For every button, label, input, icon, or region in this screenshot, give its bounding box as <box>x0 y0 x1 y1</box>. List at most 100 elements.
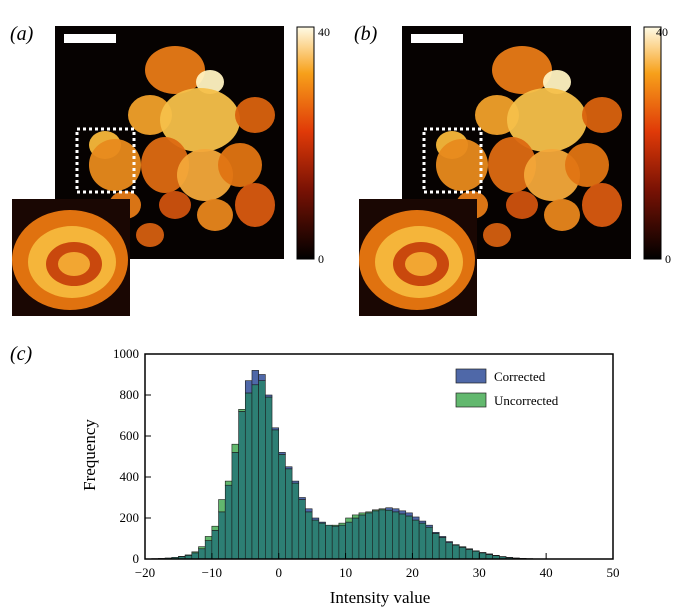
histogram-bar-overlap <box>291 482 300 560</box>
inset-zoom-b <box>359 199 477 316</box>
histogram-bar-overlap <box>358 514 366 560</box>
histogram-bar-corrected <box>458 546 467 548</box>
histogram-bar-uncorrected <box>231 443 239 453</box>
histogram-bar-overlap <box>478 552 487 560</box>
particle <box>235 183 275 227</box>
histogram-bar-uncorrected <box>351 514 360 519</box>
histogram-bar-overlap <box>224 484 233 560</box>
histogram-bar-corrected <box>258 374 266 381</box>
x-tick-label: 0 <box>275 565 282 580</box>
panel-a-label: (a) <box>10 23 34 45</box>
particle <box>218 143 262 187</box>
histogram-bar-overlap <box>231 452 239 560</box>
x-tick-label: 20 <box>406 565 419 580</box>
histogram-bar-overlap <box>318 522 326 560</box>
histogram-bar-overlap <box>438 537 447 560</box>
histogram-bar-corrected <box>318 521 326 524</box>
colorbar-a-min-label: 0 <box>318 252 324 266</box>
histogram-bar-uncorrected <box>198 546 206 550</box>
histogram-bar-overlap <box>452 544 460 560</box>
histogram-bar-corrected <box>445 541 453 543</box>
histogram-bar-overlap <box>465 549 473 560</box>
histogram-bar-uncorrected <box>211 525 219 531</box>
inset-zoom-a <box>12 199 130 316</box>
histogram-bar-corrected <box>305 508 313 513</box>
y-tick-label: 0 <box>133 551 140 566</box>
histogram-bar-uncorrected <box>331 524 340 527</box>
particle <box>197 199 233 231</box>
particle <box>159 191 191 219</box>
panel-b: (b) 40 0 <box>354 23 671 316</box>
histogram-bar-overlap <box>412 519 420 560</box>
particle <box>89 139 141 191</box>
x-tick-label: −10 <box>202 565 222 580</box>
histogram-bar-overlap <box>445 542 453 560</box>
histogram-bar-overlap <box>345 521 353 560</box>
x-axis-label: Intensity value <box>330 588 431 607</box>
histogram-bar-uncorrected <box>358 512 366 516</box>
histogram-bar-overlap <box>298 499 306 560</box>
particle <box>507 88 587 152</box>
histogram-bar-overlap <box>278 454 286 560</box>
histogram-chart: (c) −20 −10 0 10 20 30 40 50 0 200 400 600 800 1000 F… <box>10 343 620 607</box>
histogram-bar-corrected <box>405 512 413 517</box>
histogram-bar-uncorrected <box>224 480 233 486</box>
particle <box>141 137 189 193</box>
histogram-bar-overlap <box>211 530 219 560</box>
particle <box>160 88 240 152</box>
histogram-bar-uncorrected <box>372 509 380 512</box>
x-tick-label: 50 <box>607 565 620 580</box>
histogram-bar-corrected <box>311 517 320 521</box>
histogram-bar-overlap <box>251 384 259 560</box>
x-tick-label: −20 <box>135 565 155 580</box>
histogram-bar-overlap <box>365 512 373 560</box>
sample-particles-a <box>89 46 275 247</box>
histogram-bar-overlap <box>405 515 413 560</box>
particle <box>544 199 580 231</box>
histogram-bar-corrected <box>278 452 286 455</box>
histogram-bar-corrected <box>244 380 253 394</box>
particle <box>483 223 511 247</box>
histogram-bar-overlap <box>458 547 467 560</box>
histogram-bar-overlap <box>271 429 280 560</box>
colorbar-b-min-label: 0 <box>665 252 671 266</box>
y-axis-label: Frequency <box>80 419 99 491</box>
histogram-bar-overlap <box>244 392 253 560</box>
histogram-bar-corrected <box>265 394 273 398</box>
particle <box>582 183 622 227</box>
histogram-bar-uncorrected <box>191 551 199 554</box>
histogram-bar-overlap <box>191 552 199 560</box>
histogram-bar-overlap <box>378 509 386 560</box>
x-tick-label: 10 <box>339 565 352 580</box>
histogram-bar-overlap <box>305 511 313 560</box>
histogram-bar-overlap <box>432 533 440 560</box>
sample-particles-b <box>436 46 622 247</box>
histogram-bar-corrected <box>291 480 300 484</box>
histogram-bar-overlap <box>351 517 360 560</box>
legend: Corrected Uncorrected <box>455 368 559 408</box>
histogram-bar-overlap <box>418 522 427 560</box>
particle <box>196 70 224 94</box>
particle <box>488 137 536 193</box>
particle <box>436 139 488 191</box>
colorbar-b: 40 0 <box>643 25 671 266</box>
y-tick-label: 600 <box>120 428 140 443</box>
histogram-bar-overlap <box>258 380 266 560</box>
histogram-bar-overlap <box>198 548 206 560</box>
histogram-bar-overlap <box>338 524 346 560</box>
histogram-bar-overlap <box>392 511 400 560</box>
reconstruction-image-a <box>55 26 284 259</box>
colorbar-a-max-label: 40 <box>318 25 330 39</box>
particle <box>582 97 622 133</box>
histogram-bar-corrected <box>398 510 407 515</box>
scale-bar-a <box>64 34 116 43</box>
plot-frame <box>144 353 614 560</box>
y-tick-label: 200 <box>120 510 140 525</box>
histogram-bar-overlap <box>398 513 407 560</box>
y-tick-label: 400 <box>120 469 140 484</box>
histogram-bar-overlap <box>372 510 380 560</box>
histogram-bar-overlap <box>265 396 273 560</box>
histogram-bar-overlap <box>325 524 333 560</box>
histogram-bar-corrected <box>385 507 393 511</box>
histogram-bar-corrected <box>418 520 427 524</box>
